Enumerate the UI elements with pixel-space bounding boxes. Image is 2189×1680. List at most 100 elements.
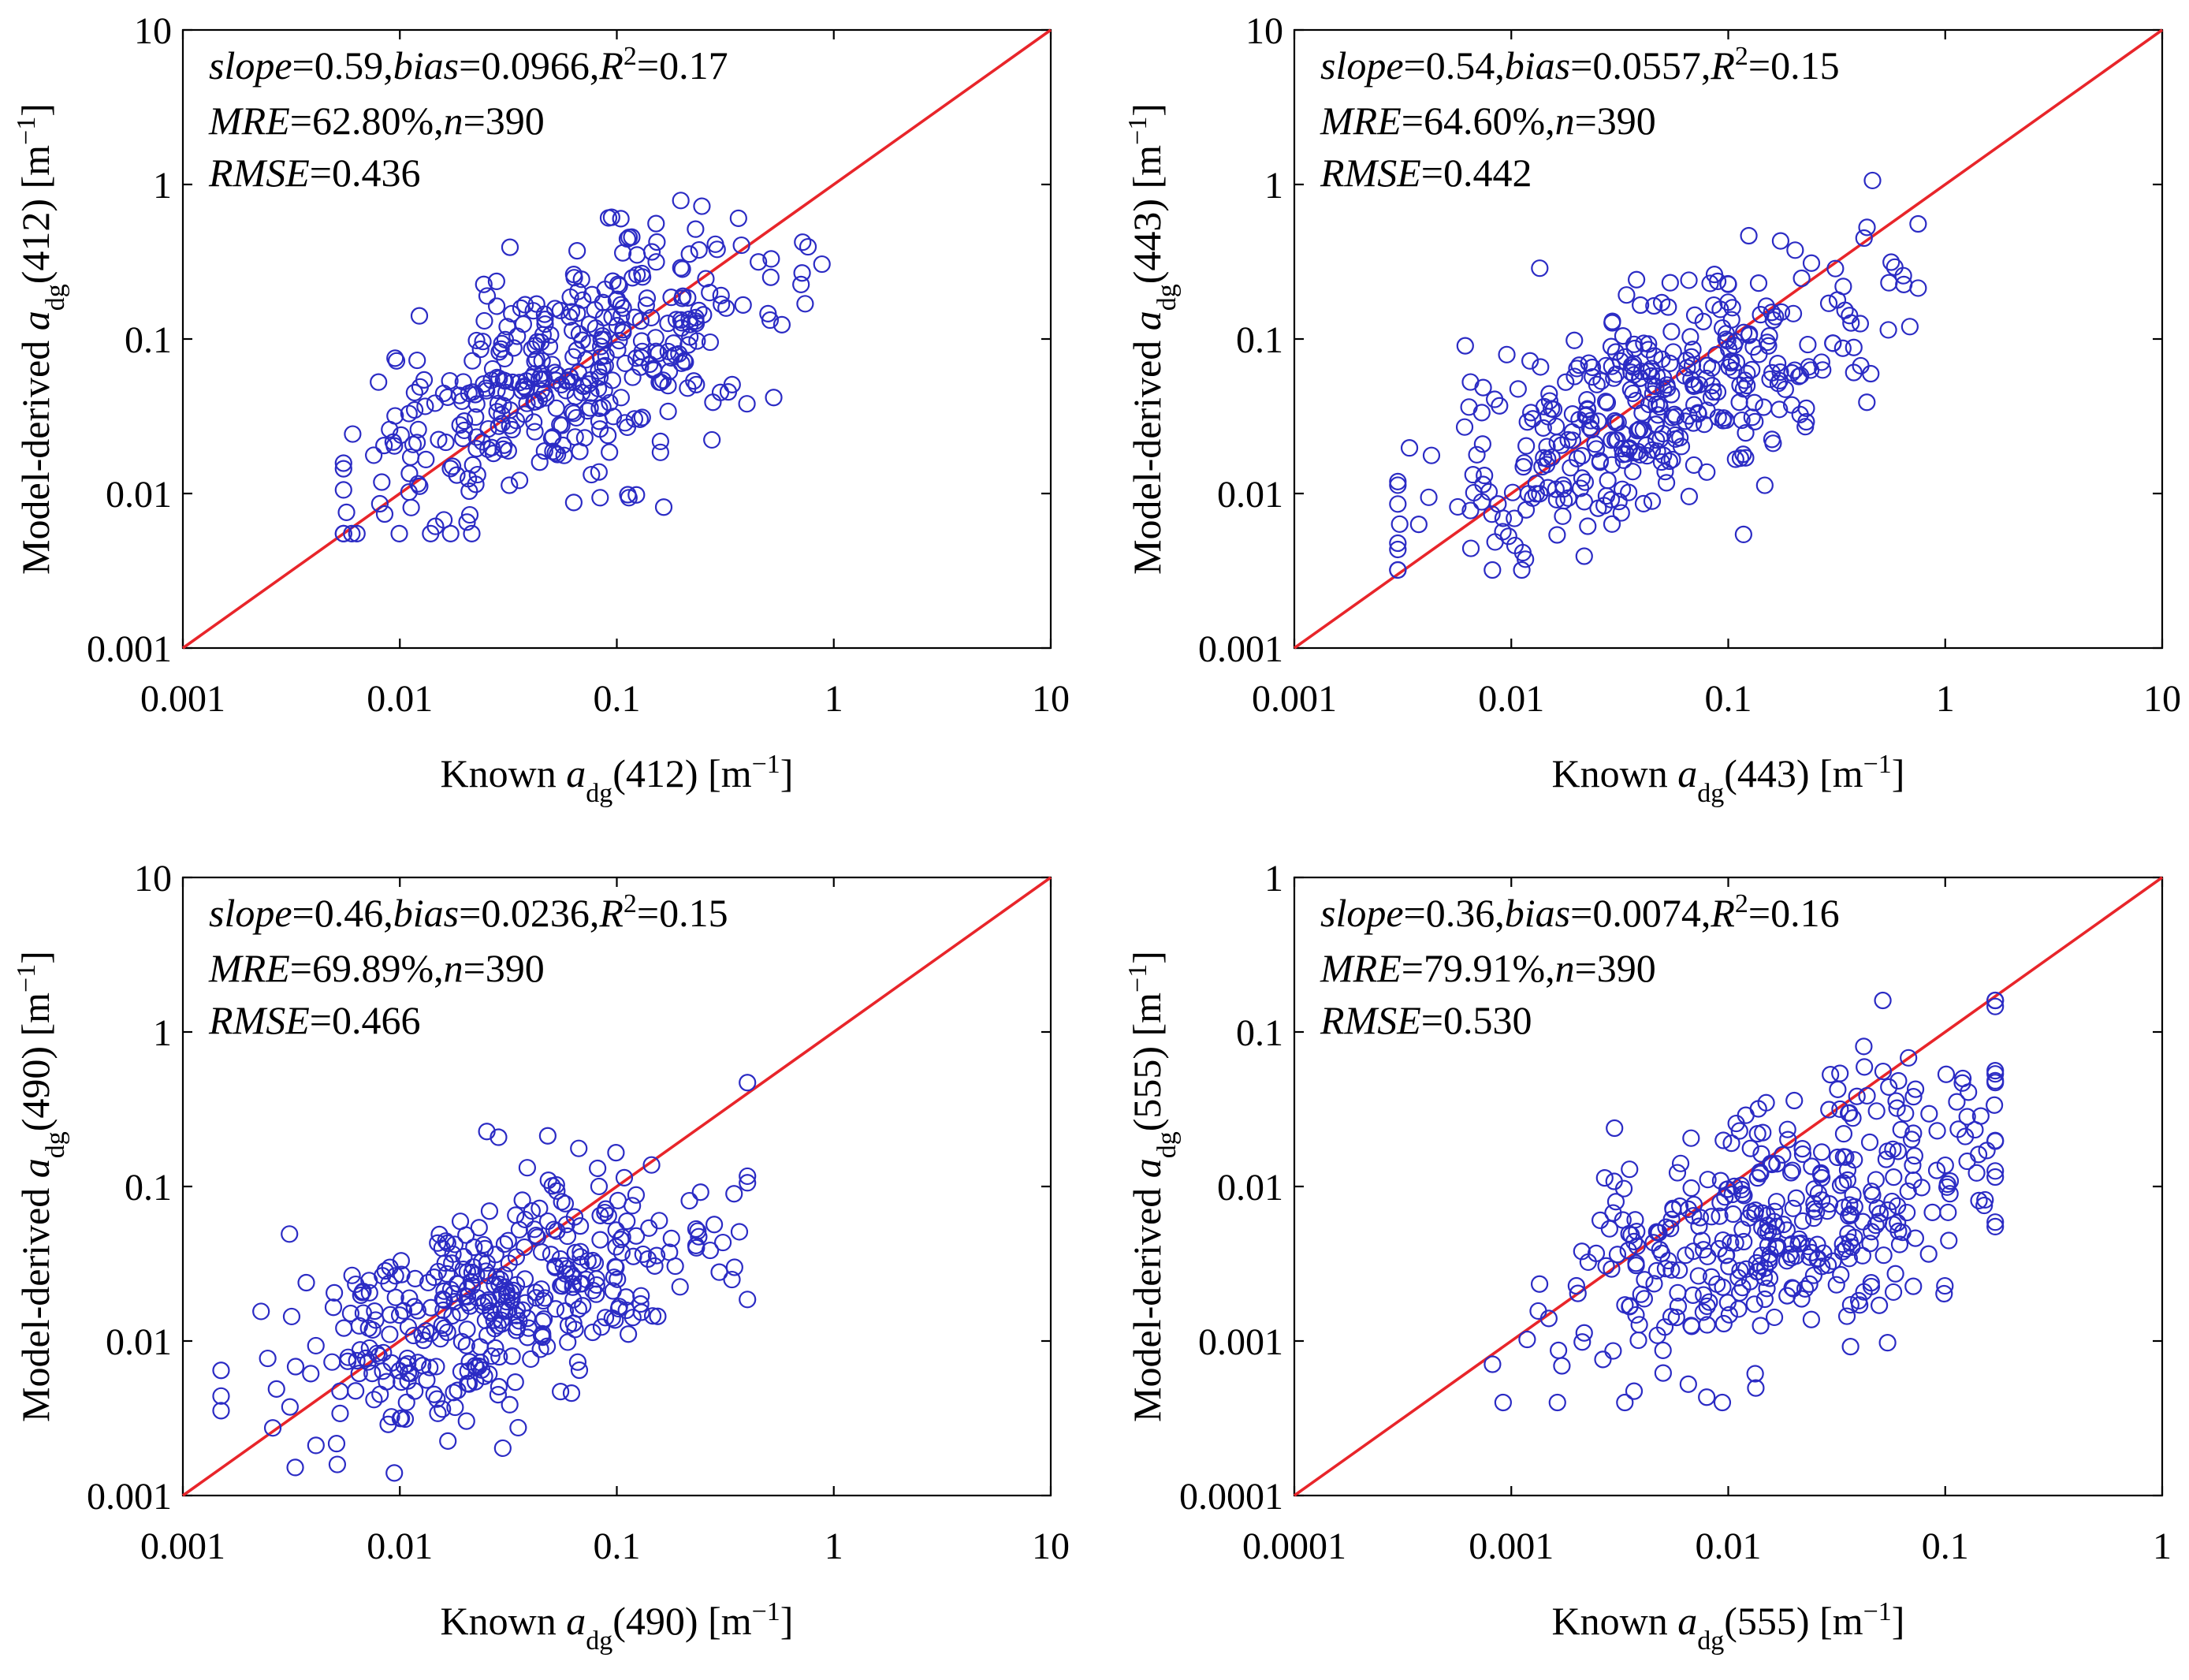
data-point <box>386 1288 404 1306</box>
data-point <box>1575 547 1593 565</box>
data-point <box>1892 1120 1910 1138</box>
data-point <box>1877 1150 1895 1168</box>
data-point <box>548 1222 566 1240</box>
data-point <box>1640 341 1658 359</box>
data-point <box>1805 1194 1823 1213</box>
data-point <box>560 307 579 326</box>
data-point <box>376 1261 394 1280</box>
data-point <box>1517 501 1536 519</box>
data-point <box>580 315 598 333</box>
data-point <box>515 378 533 396</box>
data-point <box>605 1268 624 1287</box>
data-point <box>347 1382 365 1400</box>
data-point <box>493 1439 512 1458</box>
data-point <box>1758 333 1777 352</box>
data-point <box>1882 253 1900 271</box>
data-point <box>1622 356 1641 374</box>
data-point <box>286 1358 305 1376</box>
data-point <box>1725 361 1743 379</box>
data-point <box>1799 335 1817 354</box>
data-point <box>1880 1078 1898 1096</box>
data-point <box>327 1435 346 1453</box>
data-point <box>648 233 666 251</box>
data-point <box>1778 1252 1796 1270</box>
data-point <box>495 436 513 454</box>
data-point <box>1603 1260 1621 1278</box>
data-point <box>467 331 486 350</box>
data-point <box>1832 1265 1850 1284</box>
data-point <box>638 1250 657 1268</box>
data-point <box>477 1262 495 1280</box>
data-point <box>1400 439 1419 457</box>
data-point <box>1703 376 1722 395</box>
data-point <box>365 446 383 464</box>
data-point <box>371 1385 389 1403</box>
data-point <box>282 1307 301 1326</box>
data-point <box>1769 355 1787 373</box>
data-point <box>591 489 609 507</box>
data-point <box>1752 1164 1770 1183</box>
data-point <box>434 384 453 403</box>
data-point <box>480 1202 499 1220</box>
data-point <box>1940 1231 1958 1250</box>
data-point <box>1644 385 1662 403</box>
data-point <box>1562 459 1580 477</box>
data-point <box>474 333 492 351</box>
data-point <box>577 351 595 369</box>
data-point <box>1664 343 1682 361</box>
data-point <box>460 482 478 501</box>
data-point <box>603 371 622 389</box>
data-points <box>1389 171 1927 579</box>
data-point <box>1573 1242 1591 1261</box>
x-tick-label: 1 <box>1936 678 1955 720</box>
data-point <box>1937 1065 1956 1083</box>
data-point <box>546 1300 565 1318</box>
data-points <box>1484 991 2005 1412</box>
data-point <box>1461 501 1480 520</box>
data-point <box>370 373 388 391</box>
x-tick-label: 0.1 <box>594 1525 641 1567</box>
data-point <box>434 1301 452 1320</box>
stats-line-2: MRE=64.60%,n=390 <box>1320 99 1656 143</box>
data-point <box>1855 229 1873 248</box>
data-point <box>1684 375 1703 394</box>
data-point <box>572 270 590 289</box>
data-point <box>1660 452 1679 471</box>
data-point <box>1682 1317 1701 1335</box>
data-point <box>507 1206 525 1224</box>
data-point <box>479 1293 498 1311</box>
data-point <box>616 354 635 373</box>
data-point <box>738 395 756 413</box>
data-point <box>468 465 486 484</box>
data-point <box>1834 1174 1852 1192</box>
data-point <box>1680 271 1698 289</box>
data-point <box>547 399 565 417</box>
data-point <box>533 352 551 370</box>
data-point <box>1689 1267 1707 1285</box>
data-point <box>495 1266 513 1284</box>
data-point <box>627 349 646 367</box>
data-point <box>1819 1256 1837 1274</box>
data-point <box>1563 423 1581 441</box>
data-point <box>437 1265 456 1283</box>
data-point <box>494 371 512 389</box>
x-tick-label: 1 <box>825 678 843 720</box>
data-point <box>1613 480 1632 498</box>
data-point <box>632 348 650 367</box>
data-point <box>618 1212 636 1231</box>
data-point <box>1625 1382 1644 1400</box>
data-point <box>307 1336 325 1355</box>
data-point <box>607 291 626 310</box>
data-point <box>1729 1300 1748 1318</box>
data-point <box>1628 270 1646 289</box>
data-point <box>1580 354 1598 372</box>
data-point <box>705 1216 724 1234</box>
data-point <box>599 1207 617 1225</box>
data-point <box>401 448 420 466</box>
data-point <box>725 1258 743 1276</box>
x-tick-label: 1 <box>825 1525 843 1567</box>
data-point <box>1548 526 1566 544</box>
data-point <box>799 237 817 256</box>
data-point <box>1539 479 1557 497</box>
data-point <box>583 465 601 484</box>
